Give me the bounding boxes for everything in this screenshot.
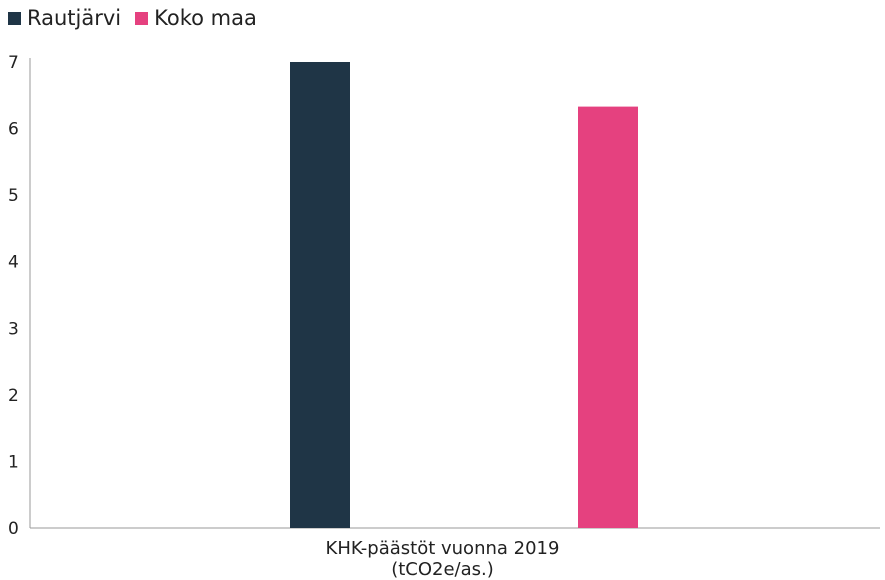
y-tick-label-2: 2 (8, 386, 19, 406)
x-category-label-line-1: KHK-päästöt vuonna 2019 (325, 538, 560, 559)
y-tick-label-5: 5 (8, 186, 19, 206)
legend-swatch-koko-maa (135, 11, 149, 25)
bar-rautj-rvi (290, 62, 350, 528)
bar-koko-maa (578, 106, 638, 529)
legend-label-rautjarvi: Rautjärvi (27, 6, 122, 30)
y-tick-label-7: 7 (8, 53, 19, 73)
legend-item-rautjarvi: Rautjärvi (8, 6, 121, 30)
legend-item-koko-maa: Koko maa (135, 6, 257, 30)
legend-label-koko-maa: Koko maa (154, 6, 257, 30)
y-tick-label-3: 3 (8, 319, 19, 339)
x-category-label-line-2: (tCO2e/as.) (391, 559, 494, 580)
y-tick-label-1: 1 (8, 452, 19, 472)
y-tick-label-4: 4 (8, 253, 19, 273)
x-category-label: KHK-päästöt vuonna 2019 (tCO2e/as.) (0, 538, 885, 580)
legend: Rautjärvi Koko maa (8, 6, 271, 30)
y-tick-label-0: 0 (8, 519, 19, 539)
y-tick-label-6: 6 (8, 120, 19, 140)
legend-swatch-rautjarvi (8, 11, 21, 25)
